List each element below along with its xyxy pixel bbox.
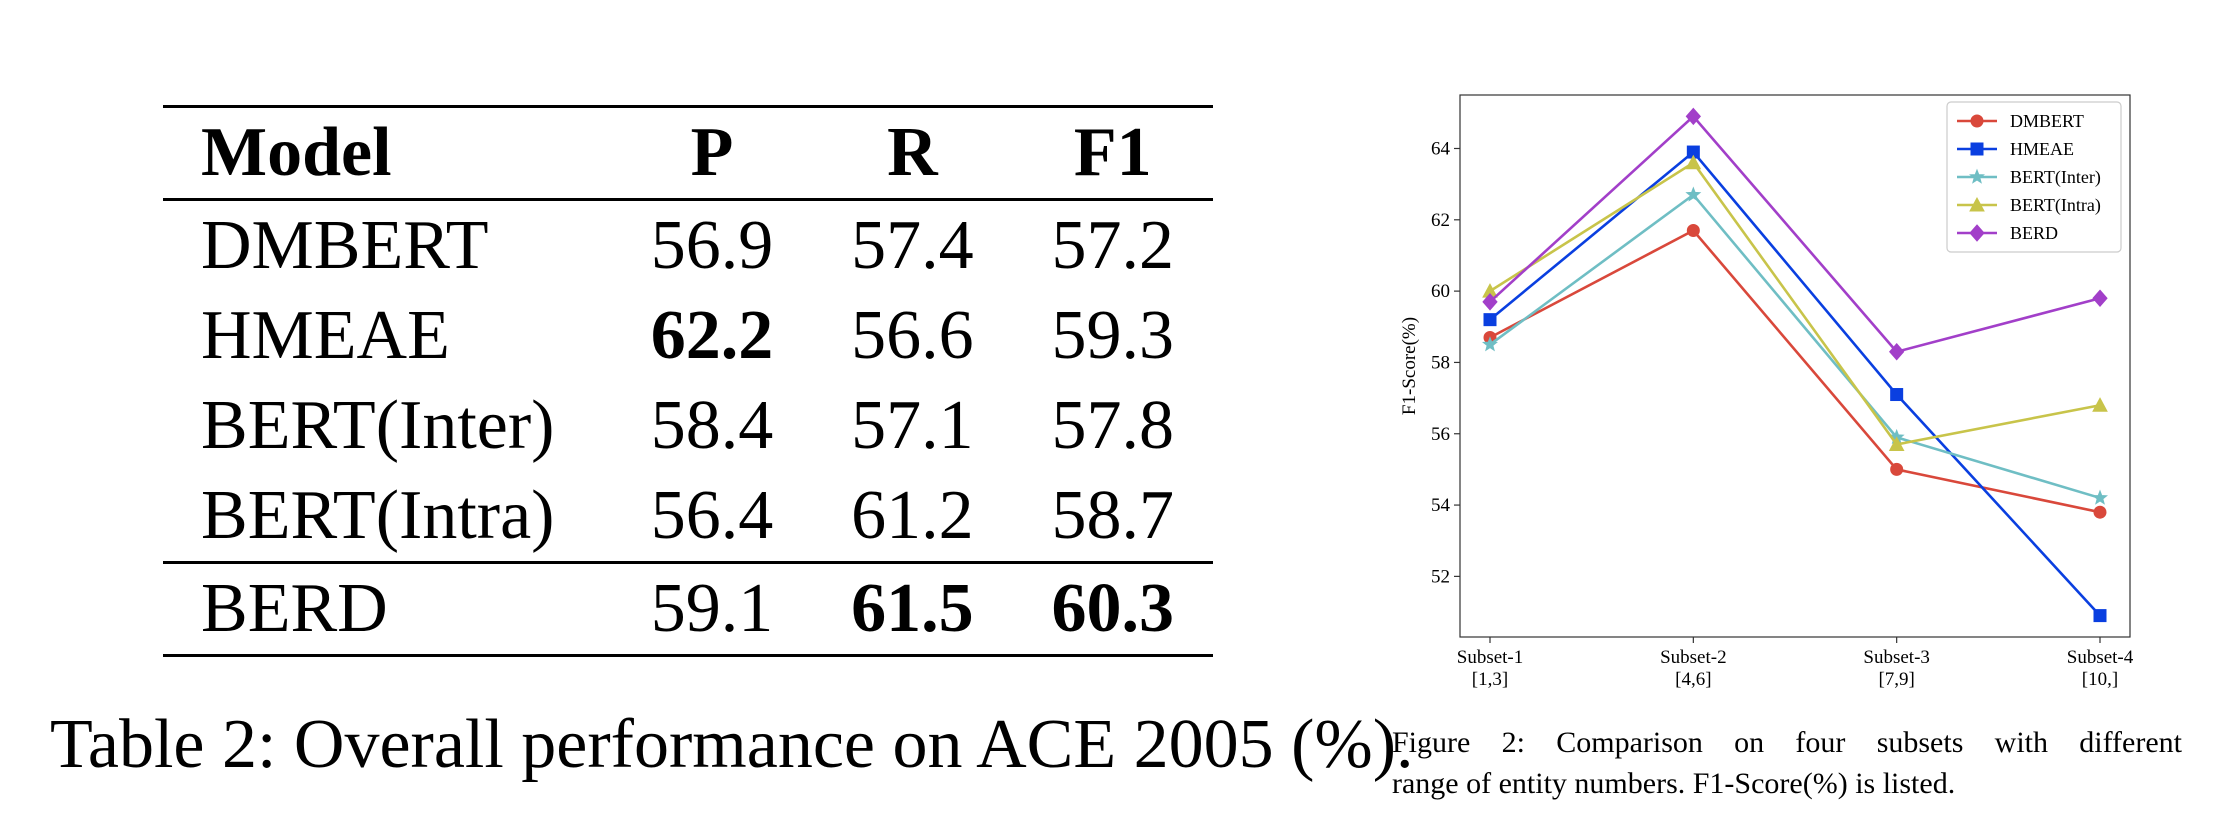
y-tick-label: 62 <box>1431 210 1450 231</box>
data-point-berd <box>1889 342 1905 361</box>
cell-r: 57.4 <box>851 207 974 284</box>
legend-marker-bert-intra <box>1969 196 1985 212</box>
x-tick-range-label: [1,3] <box>1472 669 1508 690</box>
data-point-hmeae <box>1890 388 1904 402</box>
data-point-berd <box>1482 293 1498 311</box>
series-lines <box>1482 107 2108 623</box>
y-tick-label: 60 <box>1431 281 1450 302</box>
x-tick-range-label: [10,] <box>2082 669 2118 690</box>
f1-line-chart: 52 54 56 58 60 62 64 Subset-1[1,3] Subset-2[4,6… <box>1399 94 2134 690</box>
series-hmeae <box>1483 145 2107 623</box>
y-tick-label: 52 <box>1431 566 1450 587</box>
y-tick-label: 56 <box>1431 424 1450 445</box>
table-row: HMEAE 62.2 56.6 59.3 <box>163 291 1213 381</box>
y-tick-label: 64 <box>1431 138 1451 159</box>
data-point-bert-intra <box>2092 397 2108 412</box>
legend-item-hmeae: HMEAE <box>1957 139 2074 159</box>
column-header-r: R <box>812 105 1013 201</box>
column-header-p: P <box>611 105 813 201</box>
data-point-bert-inter <box>1685 186 1702 202</box>
cell-p: 59.1 <box>611 561 813 657</box>
cell-r: 61.5 <box>812 561 1013 657</box>
cell-r: 56.6 <box>851 297 974 374</box>
legend-box <box>1946 101 2122 253</box>
y-axis: 52 54 56 58 60 62 64 <box>1431 138 1460 587</box>
table-row: DMBERT 56.9 57.4 57.2 <box>163 200 1213 292</box>
cell-model: BERT(Intra) <box>201 477 555 554</box>
data-point-dmbert <box>1686 224 1700 237</box>
cell-r: 61.2 <box>851 477 974 554</box>
legend-marker-berd <box>1969 224 1985 242</box>
x-tick-range-label: [7,9] <box>1878 669 1914 690</box>
series-dmbert <box>1483 224 2107 519</box>
results-table-container: Model P R F1 DMBERT 56.9 57.4 57.2 HMEAE… <box>163 105 1213 657</box>
series-bert-intra <box>1482 154 2108 451</box>
figure-caption-line-1: Figure 2: Comparison on four subsets wit… <box>1392 726 2182 759</box>
data-point-bert-intra <box>1888 436 1905 451</box>
data-point-hmeae <box>1483 313 1497 327</box>
table-row: BERD 59.1 61.5 60.3 <box>163 561 1213 657</box>
x-tick-label: Subset-2 <box>1660 647 1727 668</box>
legend-marker-dmbert <box>1970 114 1984 128</box>
y-axis-label: F1-Score(%) <box>1399 317 1420 415</box>
legend-item-dmbert: DMBERT <box>1957 111 2084 131</box>
cell-model: HMEAE <box>201 297 450 374</box>
data-point-berd <box>1685 107 1701 126</box>
legend-marker-hmeae <box>1970 142 1984 156</box>
legend-label-dmbert: DMBERT <box>2010 111 2084 131</box>
cell-model: BERD <box>163 561 612 657</box>
column-header-f1: F1 <box>1012 105 1213 201</box>
data-point-bert-inter <box>1482 336 1498 352</box>
data-point-hmeae <box>2093 609 2107 623</box>
legend-label-bert-inter: BERT(Inter) <box>2010 167 2101 188</box>
legend-marker-bert-inter <box>1969 168 1985 184</box>
cell-model: BERT(Inter) <box>201 387 555 464</box>
cell-p: 56.4 <box>650 477 774 554</box>
results-table: Model P R F1 DMBERT 56.9 57.4 57.2 HMEAE… <box>163 105 1213 657</box>
cell-f1: 59.3 <box>1051 297 1175 374</box>
y-tick-label: 54 <box>1431 495 1451 516</box>
x-axis: Subset-1[1,3] Subset-2[4,6] Subset-3[7,9] S… <box>1457 637 2134 690</box>
cell-r: 57.1 <box>851 387 974 464</box>
legend-item-berd: BERD <box>1957 223 2058 243</box>
cell-p: 62.2 <box>650 297 774 374</box>
x-tick-label: Subset-4 <box>2067 647 2134 668</box>
figure-caption: Figure 2: Comparison on four subsets wit… <box>1392 722 2182 804</box>
series-line-dmbert <box>1489 228 2101 514</box>
legend-label-berd: BERD <box>2010 223 2058 243</box>
figure-caption-line-2: range of entity numbers. F1-Score(%) is … <box>1392 767 1956 800</box>
series-line-hmeae <box>1489 150 2101 617</box>
x-tick-label: Subset-3 <box>1863 647 1930 668</box>
legend-item-bert-inter: BERT(Inter) <box>1957 167 2101 188</box>
x-tick-range-label: [4,6] <box>1675 669 1711 690</box>
data-point-bert-inter <box>2092 489 2108 505</box>
table-row: BERT(Inter) 58.4 57.1 57.8 <box>163 381 1213 471</box>
data-point-dmbert <box>1890 462 1904 476</box>
legend-item-bert-intra: BERT(Intra) <box>1957 195 2101 216</box>
y-tick-label: 58 <box>1431 352 1450 373</box>
plot-area-frame <box>1459 94 2131 638</box>
data-point-dmbert <box>2093 505 2107 519</box>
chart-legend: DMBERT HMEAE BERT(Inter) BERT(Intra) BERD <box>1946 101 2122 253</box>
data-point-berd <box>2092 289 2108 308</box>
cell-f1: 57.8 <box>1051 387 1175 464</box>
series-berd <box>1482 107 2108 361</box>
table-caption: Table 2: Overall performance on ACE 2005… <box>50 706 1414 783</box>
cell-p: 58.4 <box>650 387 774 464</box>
cell-model: DMBERT <box>201 207 489 284</box>
x-tick-label: Subset-1 <box>1457 647 1524 668</box>
legend-label-hmeae: HMEAE <box>2010 139 2074 159</box>
cell-f1: 57.2 <box>1051 207 1175 284</box>
table-row: BERT(Intra) 56.4 61.2 58.7 <box>163 471 1213 563</box>
cell-f1: 60.3 <box>1012 561 1213 657</box>
cell-f1: 58.7 <box>1051 477 1175 554</box>
series-line-berd <box>1489 114 2101 354</box>
column-header-model: Model <box>163 105 612 201</box>
series-line-bert-inter <box>1489 193 2101 500</box>
table-header-row: Model P R F1 <box>163 105 1213 201</box>
data-point-bert-intra <box>1685 154 1702 170</box>
legend-label-bert-intra: BERT(Intra) <box>2010 195 2101 216</box>
cell-p: 56.9 <box>650 207 774 284</box>
series-line-bert-intra <box>1489 160 2101 446</box>
